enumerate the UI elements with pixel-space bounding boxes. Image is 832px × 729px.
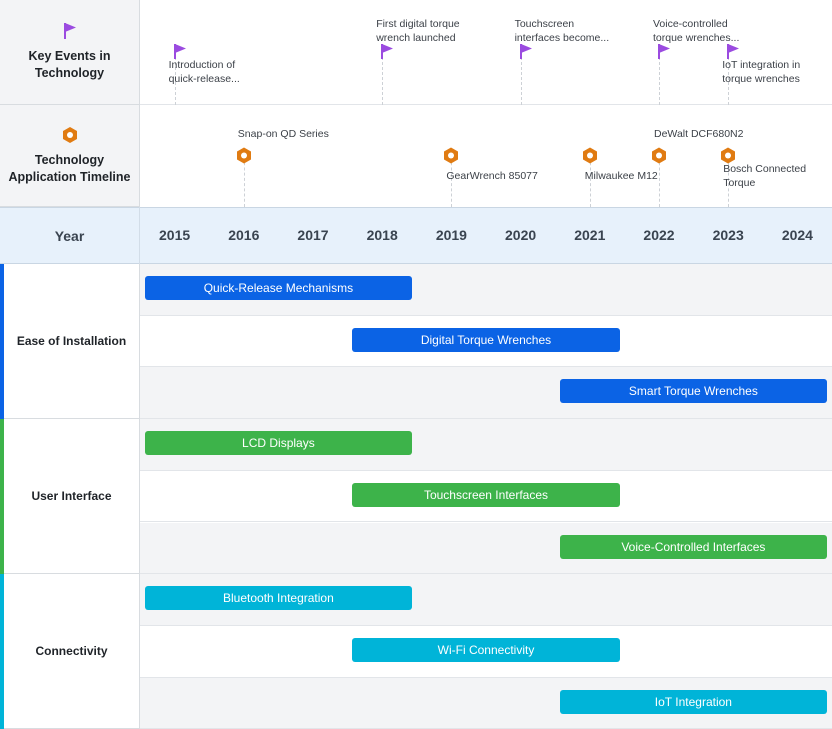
task-bar: Wi-Fi Connectivity [352, 638, 620, 662]
event-label: First digital torquewrench launched [376, 18, 459, 45]
products-lane-label: Technology Application Timeline [5, 152, 135, 186]
year-tick-label: 2021 [560, 227, 620, 243]
product-label-line: DeWalt DCF680N2 [654, 128, 743, 142]
product-label: Bosch ConnectedTorque [723, 163, 806, 190]
year-tick-label: 2017 [283, 227, 343, 243]
event-label-line: Touchscreen [515, 18, 610, 32]
event-label: Voice-controlledtorque wrenches... [653, 18, 739, 45]
product-stem [244, 157, 245, 207]
event-label: IoT integration intorque wrenches [722, 59, 800, 86]
hex-nut-icon [62, 126, 78, 144]
event-label-line: interfaces become... [515, 32, 610, 46]
group-label: Ease of Installation [4, 264, 140, 419]
product-label: GearWrench 85077 [446, 170, 537, 184]
event-flag-icon [519, 43, 533, 60]
year-tick-label: 2019 [421, 227, 481, 243]
product-stem [659, 157, 660, 207]
year-tick-label: 2024 [767, 227, 827, 243]
events-lane-label: Key Events in Technology [15, 48, 125, 82]
task-bar: IoT Integration [560, 690, 827, 714]
task-bar: Smart Torque Wrenches [560, 379, 827, 403]
task-bar: Voice-Controlled Interfaces [560, 535, 827, 559]
product-label-line: Milwaukee M12 [585, 170, 658, 184]
year-tick-label: 2020 [491, 227, 551, 243]
product-label: DeWalt DCF680N2 [654, 128, 743, 142]
flag-icon [62, 22, 78, 40]
event-label-line: Introduction of [169, 59, 240, 73]
events-lane-header: Key Events in Technology [0, 0, 140, 105]
product-hex-icon [443, 147, 459, 164]
product-label-line: GearWrench 85077 [446, 170, 537, 184]
product-hex-icon [651, 147, 667, 164]
task-bar: LCD Displays [145, 431, 413, 455]
group-label: Connectivity [4, 574, 140, 729]
event-flag-icon [657, 43, 671, 60]
year-axis-label: Year [0, 207, 140, 264]
task-bar: Bluetooth Integration [145, 586, 413, 610]
event-label-line: First digital torque [376, 18, 459, 32]
event-label-line: Voice-controlled [653, 18, 739, 32]
product-label-line: Bosch Connected [723, 163, 806, 177]
year-tick-label: 2018 [352, 227, 412, 243]
product-label-line: Torque [723, 177, 806, 191]
product-hex-icon [720, 147, 736, 164]
task-bar: Touchscreen Interfaces [352, 483, 620, 507]
task-bar: Digital Torque Wrenches [352, 328, 620, 352]
year-tick-label: 2023 [698, 227, 758, 243]
task-bar: Quick-Release Mechanisms [145, 276, 413, 300]
products-lane-header: Technology Application Timeline [0, 105, 140, 207]
year-tick-label: 2022 [629, 227, 689, 243]
event-flag-icon [173, 43, 187, 60]
year-tick-label: 2015 [145, 227, 205, 243]
product-hex-icon [236, 147, 252, 164]
event-label: Introduction ofquick-release... [169, 59, 240, 86]
product-hex-icon [582, 147, 598, 164]
year-tick-label: 2016 [214, 227, 274, 243]
event-label: Touchscreeninterfaces become... [515, 18, 610, 45]
event-flag-icon [380, 43, 394, 60]
group-label: User Interface [4, 419, 140, 574]
product-label-line: Snap-on QD Series [238, 128, 329, 142]
event-flag-icon [726, 43, 740, 60]
product-label: Snap-on QD Series [238, 128, 329, 142]
event-label-line: torque wrenches [722, 73, 800, 87]
product-label: Milwaukee M12 [585, 170, 658, 184]
event-label-line: wrench launched [376, 32, 459, 46]
event-label-line: IoT integration in [722, 59, 800, 73]
event-label-line: quick-release... [169, 73, 240, 87]
